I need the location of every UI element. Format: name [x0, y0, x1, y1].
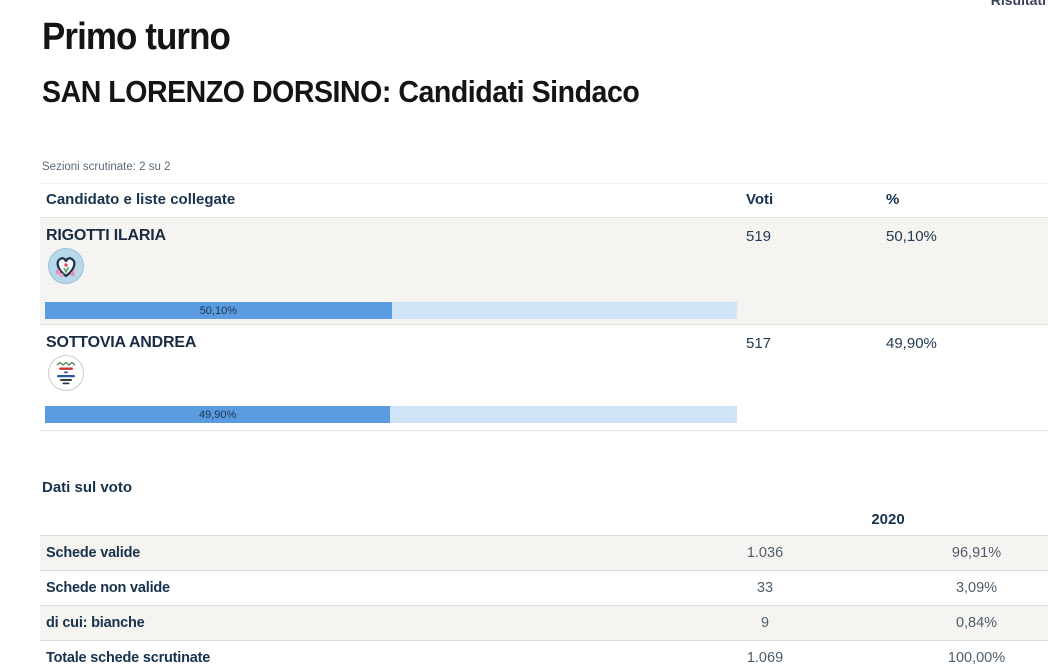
- row-percent: 3,09%: [955, 580, 998, 596]
- table-bottom-divider: [40, 430, 1048, 431]
- result-bar-fill: 49,90%: [45, 406, 391, 423]
- page-title: Primo turno: [42, 16, 231, 58]
- result-bar-label: 50,10%: [199, 304, 237, 317]
- sections-scrutinized-note: Sezioni scrutinate: 2 su 2: [42, 161, 171, 173]
- page-subtitle: SAN LORENZO DORSINO: Candidati Sindaco: [42, 74, 640, 109]
- year-column-header: 2020: [871, 511, 905, 528]
- candidates-table: Candidato e liste collegate Voti % RIGOT…: [40, 183, 1048, 431]
- vote-data-year-row: 2020: [40, 505, 1048, 535]
- row-value: 33: [756, 580, 774, 596]
- row-percent: 96,91%: [951, 545, 1002, 561]
- row-label: Schede valide: [46, 545, 141, 561]
- vote-data-table: 2020 Schede valide 1.036 96,91% Schede n…: [40, 505, 1048, 672]
- row-label: di cui: bianche: [46, 615, 145, 631]
- vote-data-row-schede-valide: Schede valide 1.036 96,91%: [40, 535, 1048, 570]
- row-percent: 0,84%: [955, 615, 998, 631]
- vote-data-row-totale: Totale schede scrutinate 1.069 100,00%: [40, 640, 1048, 672]
- row-label: Totale schede scrutinate: [46, 650, 211, 666]
- result-bar-fill: 50,10%: [45, 302, 392, 319]
- row-value: 1.069: [746, 650, 784, 666]
- vote-data-row-di-cui-bianche: di cui: bianche 9 0,84%: [40, 605, 1048, 640]
- candidate-name: SOTTOVIA ANDREA: [46, 334, 197, 351]
- result-bar-track: 49,90%: [45, 406, 737, 423]
- candidate-percent: 50,10%: [886, 228, 937, 245]
- row-value: 1.036: [746, 545, 784, 561]
- white-civic-list-badge-icon: [48, 355, 84, 391]
- candidate-row-rigotti: RIGOTTI ILARIA 519 50,10% 50,10: [40, 217, 1048, 324]
- result-bar-track: 50,10%: [45, 302, 737, 319]
- candidate-votes: 517: [746, 335, 772, 352]
- col-header-votes: Voti: [746, 191, 774, 208]
- row-label: Schede non valide: [46, 580, 170, 596]
- heart-flowers-list-badge-icon: [48, 248, 84, 284]
- risultati-link[interactable]: Risultati: [990, 0, 1046, 8]
- candidate-votes: 519: [746, 228, 772, 245]
- vote-data-section-title: Dati sul voto: [42, 479, 133, 496]
- candidate-percent: 49,90%: [886, 335, 937, 352]
- row-percent: 100,00%: [947, 650, 1006, 666]
- candidates-table-header: Candidato e liste collegate Voti %: [40, 183, 1048, 217]
- candidate-row-sottovia: SOTTOVIA ANDREA 517 49,90% 49,90%: [40, 324, 1048, 430]
- col-header-percent: %: [886, 191, 900, 208]
- vote-data-row-schede-non-valide: Schede non valide 33 3,09%: [40, 570, 1048, 605]
- candidate-name: RIGOTTI ILARIA: [46, 227, 166, 244]
- col-header-candidate: Candidato e liste collegate: [46, 191, 236, 208]
- result-bar-label: 49,90%: [198, 408, 237, 421]
- row-value: 9: [760, 615, 770, 631]
